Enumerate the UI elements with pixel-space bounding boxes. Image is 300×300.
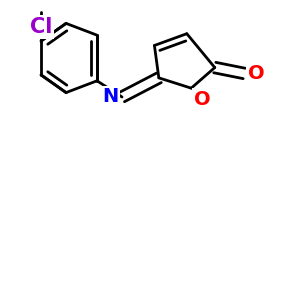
Text: N: N [102,88,119,106]
Text: O: O [248,64,264,83]
Text: Cl: Cl [30,17,52,37]
Text: O: O [194,90,210,109]
